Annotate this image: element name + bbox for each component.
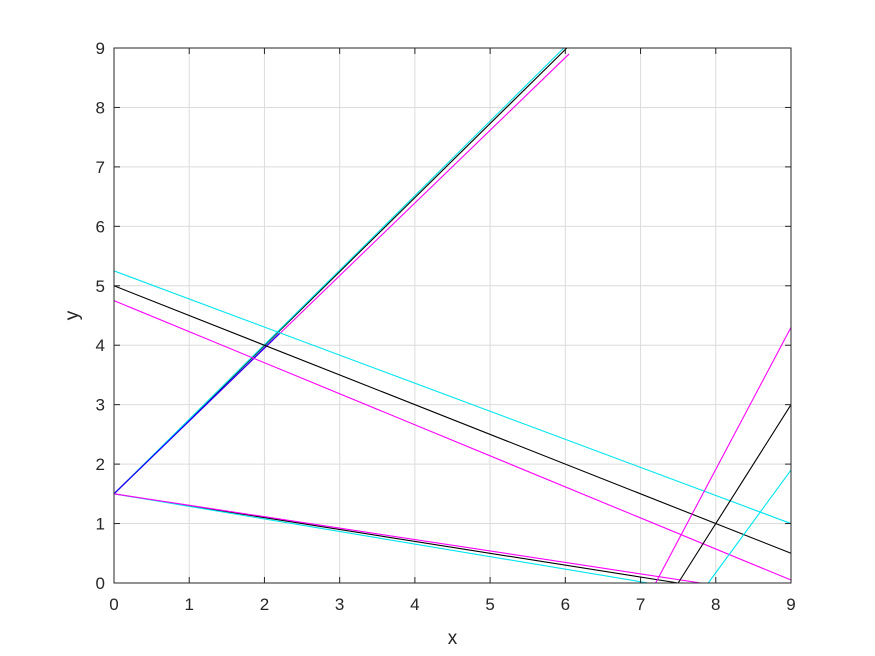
series-line-8 (113, 493, 679, 584)
y-tick-label: 3 (96, 396, 105, 415)
series-line-10 (113, 493, 701, 584)
y-tick-label: 2 (96, 455, 105, 474)
x-tick-label: 4 (410, 595, 419, 614)
x-axis-label: x (448, 628, 458, 649)
x-tick-label: 2 (260, 595, 269, 614)
x-tick-label: 3 (335, 595, 344, 614)
x-tick-label: 7 (636, 595, 645, 614)
x-tick-label: 5 (485, 595, 494, 614)
x-tick-label: 8 (711, 595, 720, 614)
series-line-4 (113, 332, 280, 495)
series-line-9 (113, 493, 649, 584)
x-tick-label: 0 (109, 595, 118, 614)
ticks: 0 1 2 3 4 5 6 7 8 9 0 1 2 3 4 5 6 7 8 9 (96, 39, 796, 614)
y-axis-label: y (62, 310, 83, 320)
x-tick-label: 9 (786, 595, 795, 614)
y-tick-label: 9 (96, 39, 105, 58)
grid (113, 47, 792, 584)
y-tick-label: 5 (96, 277, 105, 296)
y-tick-label: 6 (96, 217, 105, 236)
x-tick-label: 6 (561, 595, 570, 614)
y-tick-label: 0 (96, 574, 105, 593)
series-layer (113, 47, 792, 584)
y-tick-label: 8 (96, 98, 105, 117)
y-tick-label: 4 (96, 336, 105, 355)
series-line-6 (113, 285, 792, 554)
series-line-13 (707, 469, 792, 584)
x-tick-label: 1 (184, 595, 193, 614)
y-tick-label: 7 (96, 158, 105, 177)
series-line-12 (677, 404, 792, 584)
y-tick-label: 1 (96, 515, 105, 534)
series-line-5 (113, 270, 792, 525)
series-line-2 (113, 47, 565, 495)
series-line-7 (113, 300, 792, 581)
series-line-11 (655, 327, 792, 584)
axes-box (113, 47, 792, 584)
